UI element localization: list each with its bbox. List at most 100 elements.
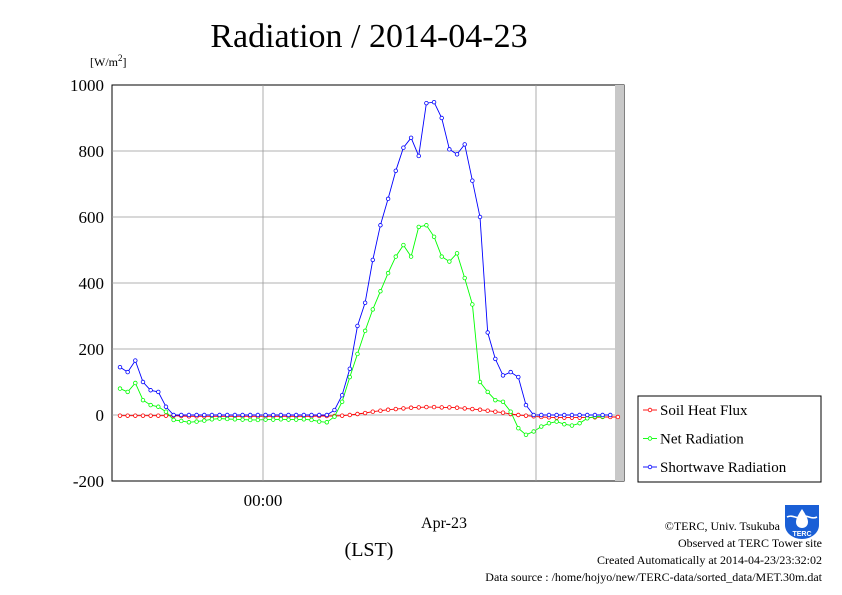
data-point: [156, 413, 161, 418]
data-point: [125, 413, 130, 418]
data-point: [355, 323, 360, 329]
data-point: [393, 254, 398, 259]
data-point: [217, 416, 222, 421]
data-point: [424, 100, 429, 106]
data-point: [554, 412, 559, 418]
data-point: [600, 412, 605, 418]
data-point: [447, 147, 452, 152]
data-point: [171, 417, 176, 423]
data-point: [462, 406, 467, 411]
data-point: [255, 417, 261, 423]
legend-marker: [647, 407, 653, 413]
data-point: [546, 412, 552, 418]
data-point: [117, 413, 123, 418]
data-point: [500, 373, 506, 378]
data-point: [332, 407, 337, 413]
data-point: [385, 407, 391, 412]
data-point: [225, 412, 230, 418]
data-point: [163, 404, 169, 409]
data-point: [470, 178, 475, 183]
data-point: [339, 399, 345, 404]
data-point: [454, 405, 460, 410]
data-point: [186, 412, 192, 418]
data-point: [416, 405, 421, 410]
data-point: [531, 412, 536, 418]
data-point: [355, 351, 360, 357]
logo-text: TERC: [792, 531, 811, 538]
data-point: [362, 300, 368, 305]
data-point: [140, 413, 146, 418]
x-axis-label: (LST): [345, 539, 394, 561]
legend-marker: [647, 464, 653, 470]
data-point: [179, 418, 184, 424]
data-point: [493, 409, 498, 414]
data-point: [209, 412, 215, 418]
data-point: [462, 275, 467, 281]
data-point: [562, 412, 567, 418]
data-point: [585, 412, 590, 418]
y-tick-label: 600: [79, 208, 105, 227]
data-point: [301, 417, 307, 422]
plot-right-band: [615, 85, 624, 481]
data-point: [531, 429, 536, 434]
data-point: [347, 366, 352, 371]
data-point: [470, 406, 475, 412]
data-point: [500, 410, 506, 415]
data-point: [362, 328, 368, 334]
data-point: [286, 417, 291, 422]
data-point: [148, 413, 153, 418]
data-point: [608, 412, 613, 418]
data-point: [378, 223, 383, 228]
legend-label: Shortwave Radiation: [660, 460, 787, 476]
data-point: [454, 251, 460, 256]
data-point: [316, 412, 322, 418]
data-point: [431, 234, 437, 239]
chart-title: Radiation / 2014-04-23: [210, 18, 527, 55]
data-point: [339, 413, 345, 418]
data-point: [263, 412, 268, 418]
data-point: [286, 412, 291, 418]
data-point: [546, 421, 552, 426]
data-point: [293, 412, 299, 418]
data-point: [439, 405, 444, 410]
footer-created: Created Automatically at 2014-04-23/23:3…: [597, 553, 822, 567]
data-point: [462, 142, 467, 147]
y-tick-label: 200: [79, 340, 105, 359]
data-point: [278, 412, 284, 418]
data-point: [408, 254, 414, 259]
y-tick-label: 800: [79, 142, 105, 161]
data-point: [516, 412, 521, 418]
data-point: [117, 386, 123, 391]
footer-source: Data source : /home/hojyo/new/TERC-data/…: [485, 570, 822, 584]
data-point: [148, 402, 153, 408]
data-point: [562, 422, 567, 427]
y-tick-label: 400: [79, 274, 105, 293]
data-point: [125, 369, 130, 375]
data-point: [401, 145, 406, 150]
data-point: [316, 419, 322, 424]
data-point: [454, 152, 460, 157]
data-point: [577, 421, 582, 426]
data-point: [416, 153, 421, 159]
y-tick-label: 0: [96, 406, 105, 425]
series-layer: [117, 99, 621, 437]
data-point: [500, 399, 506, 404]
data-point: [523, 402, 529, 408]
data-point: [485, 408, 490, 413]
data-point: [493, 397, 498, 403]
y-axis-label: [W/m2]: [90, 53, 127, 69]
data-point: [163, 409, 169, 414]
data-point: [523, 413, 529, 418]
footer-credit: ©TERC, Univ. Tsukuba: [665, 519, 781, 533]
data-point: [516, 374, 521, 380]
data-point: [447, 259, 452, 264]
legend-label: Soil Heat Flux: [660, 403, 748, 419]
data-point: [171, 412, 176, 418]
data-point: [424, 404, 429, 410]
data-point: [508, 409, 513, 414]
data-point: [485, 330, 490, 335]
data-point: [347, 412, 352, 418]
terc-logo: TERC: [785, 505, 819, 539]
legend-label: Net Radiation: [660, 432, 744, 448]
data-point: [378, 289, 383, 294]
